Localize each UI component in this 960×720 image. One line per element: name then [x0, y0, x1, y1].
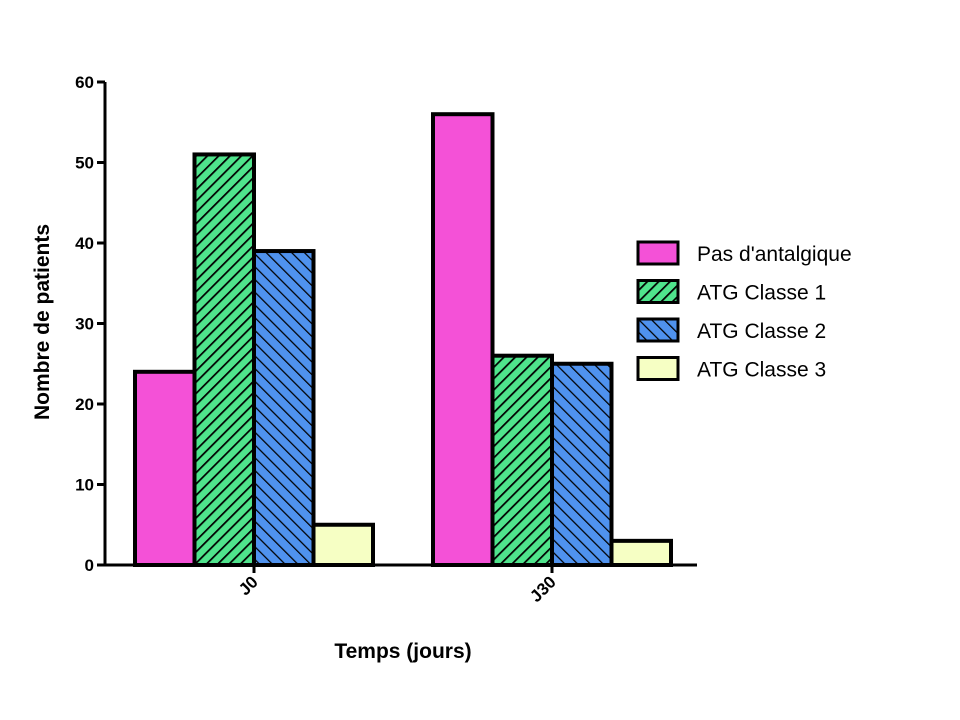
x-axis-title: Temps (jours)	[334, 640, 471, 663]
bars-group	[133, 112, 673, 568]
bar-J30-0	[431, 112, 495, 567]
bar-J30-1	[490, 353, 554, 568]
y-axis-title: Nombre de patients	[31, 224, 54, 420]
legend-swatch	[636, 317, 680, 343]
y-tick-label: 10	[75, 476, 94, 495]
x-tick-label: J30	[526, 572, 559, 605]
y-tick-label: 60	[75, 73, 94, 92]
y-tick-label: 30	[75, 315, 94, 334]
y-tick-label: 40	[75, 234, 94, 253]
bar-J0-1	[192, 152, 256, 567]
bar-J30-2	[550, 361, 614, 567]
bar-J30-3	[609, 538, 673, 567]
legend-swatch	[636, 240, 680, 266]
legend: Pas d'antalgique ATG Classe 1 ATG Classe 2…	[636, 240, 852, 382]
legend-label: ATG Classe 2	[697, 320, 826, 343]
x-tick-label: J0	[235, 572, 262, 599]
legend-swatch	[636, 279, 680, 304]
legend-swatch	[636, 356, 680, 381]
y-tick-label: 20	[75, 395, 94, 414]
legend-label: ATG Classe 1	[697, 282, 826, 305]
legend-label: ATG Classe 3	[697, 359, 826, 382]
legend-label: Pas d'antalgique	[697, 243, 852, 266]
y-tick-label: 0	[85, 556, 94, 575]
bar-J0-2	[252, 249, 316, 568]
y-tick-label: 50	[75, 154, 94, 173]
bar-J0-3	[311, 522, 375, 567]
bar-J0-0	[133, 369, 197, 567]
